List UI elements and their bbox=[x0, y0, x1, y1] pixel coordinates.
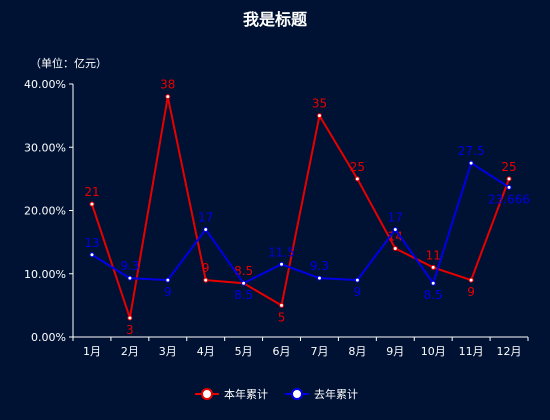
data-label: 25 bbox=[350, 160, 365, 174]
data-point[interactable] bbox=[279, 261, 285, 267]
data-point[interactable] bbox=[127, 275, 133, 281]
data-point[interactable] bbox=[203, 226, 209, 232]
data-label: 13 bbox=[84, 236, 99, 250]
data-point[interactable] bbox=[89, 252, 95, 258]
legend-label: 去年累计 bbox=[314, 387, 358, 401]
axes: 0.00% 10.00% 20.00% 30.00% 40.00% 1月 2月 3月 4月 5月 6… bbox=[24, 78, 529, 358]
x-tick-label: 4月 bbox=[197, 345, 215, 358]
data-label: 3 bbox=[126, 323, 134, 337]
data-label: 17 bbox=[198, 210, 213, 224]
data-point[interactable] bbox=[468, 277, 474, 283]
x-tick-label: 2月 bbox=[121, 345, 139, 358]
data-point[interactable] bbox=[392, 245, 398, 251]
data-label: 11 bbox=[426, 248, 441, 262]
data-label: 11.5 bbox=[268, 245, 295, 259]
data-point[interactable] bbox=[165, 277, 171, 283]
y-tick-label: 30.00% bbox=[24, 141, 66, 154]
data-point[interactable] bbox=[354, 176, 360, 182]
x-tick-label: 1月 bbox=[83, 345, 101, 358]
data-label: 9.3 bbox=[310, 259, 329, 273]
legend-label: 本年累计 bbox=[224, 387, 268, 401]
legend-marker bbox=[291, 388, 303, 400]
data-point[interactable] bbox=[430, 264, 436, 270]
data-point[interactable] bbox=[468, 160, 474, 166]
data-point[interactable] bbox=[279, 302, 285, 308]
data-label: 25 bbox=[501, 160, 516, 174]
legend-item-1[interactable]: 本年累计 bbox=[195, 387, 268, 401]
data-label: 9 bbox=[202, 261, 210, 275]
x-tick-label: 7月 bbox=[310, 345, 328, 358]
data-point[interactable] bbox=[316, 275, 322, 281]
chart-title: 我是标题 bbox=[243, 10, 308, 29]
data-label: 5 bbox=[278, 310, 286, 324]
y-tick-label: 20.00% bbox=[24, 205, 66, 218]
data-label: 8.5 bbox=[424, 288, 443, 302]
data-label: 9 bbox=[467, 285, 475, 299]
x-tick-label: 10月 bbox=[421, 345, 446, 358]
data-label: 17 bbox=[388, 210, 403, 224]
data-label: 8.5 bbox=[234, 264, 253, 278]
legend-item-2[interactable]: 去年累计 bbox=[285, 387, 358, 401]
data-label: 9 bbox=[164, 285, 172, 299]
data-point[interactable] bbox=[165, 94, 171, 100]
x-tick-label: 5月 bbox=[235, 345, 253, 358]
data-point[interactable] bbox=[506, 176, 512, 182]
y-tick-label: 10.00% bbox=[24, 268, 66, 281]
data-point[interactable] bbox=[241, 280, 247, 286]
data-point[interactable] bbox=[127, 315, 133, 321]
data-label: 38 bbox=[160, 78, 175, 92]
series-line bbox=[91, 96, 510, 319]
unit-label: （单位：亿元） bbox=[30, 56, 107, 70]
data-label: 23.666 bbox=[488, 192, 530, 206]
data-point[interactable] bbox=[392, 226, 398, 232]
data-point[interactable] bbox=[203, 277, 209, 283]
series-line bbox=[91, 161, 510, 286]
data-label: 9 bbox=[354, 285, 362, 299]
data-label: 9.3 bbox=[120, 259, 139, 273]
x-tick-label: 11月 bbox=[459, 345, 484, 358]
x-tick-label: 12月 bbox=[497, 345, 522, 358]
data-point[interactable] bbox=[430, 280, 436, 286]
data-label: 27.5 bbox=[458, 144, 485, 158]
data-point[interactable] bbox=[506, 184, 512, 190]
x-tick-label: 3月 bbox=[159, 345, 177, 358]
x-tick-label: 8月 bbox=[348, 345, 366, 358]
data-point[interactable] bbox=[316, 113, 322, 119]
data-label: 8.5 bbox=[234, 288, 253, 302]
data-point[interactable] bbox=[89, 201, 95, 207]
data-label: 21 bbox=[84, 185, 99, 199]
y-tick-label: 0.00% bbox=[31, 331, 66, 344]
x-tick-label: 6月 bbox=[273, 345, 291, 358]
data-label: 35 bbox=[312, 97, 327, 111]
x-tick-label: 9月 bbox=[386, 345, 404, 358]
data-point[interactable] bbox=[354, 277, 360, 283]
legend-marker bbox=[201, 388, 213, 400]
legend[interactable]: 本年累计 去年累计 bbox=[195, 387, 358, 401]
y-tick-label: 40.00% bbox=[24, 78, 66, 91]
series-2: 13 9.3 9 17 8.5 11.5 9.3 9 17 8.5 27.5 23.666 bbox=[84, 144, 530, 302]
